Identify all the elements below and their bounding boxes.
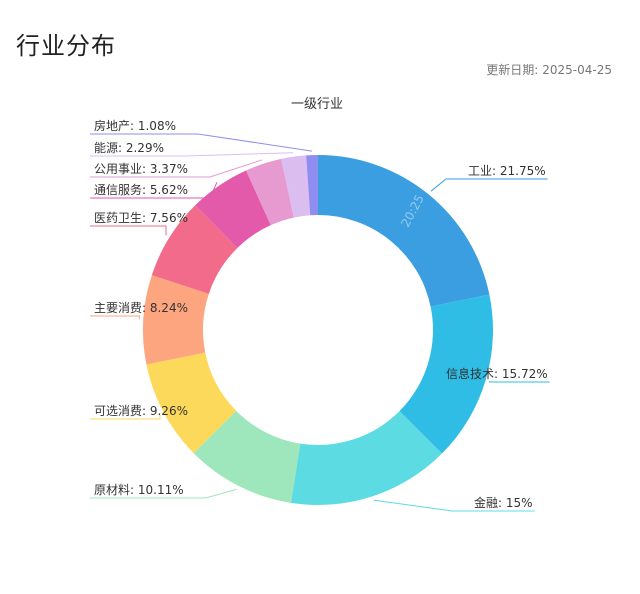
leader-line — [90, 152, 294, 157]
donut-slice[interactable] — [399, 294, 493, 454]
donut-slice[interactable] — [143, 275, 209, 365]
chart-title: 一级行业 — [291, 97, 343, 112]
slice-label: 医药卫生: 7.56% — [94, 211, 188, 225]
leader-line — [90, 315, 140, 320]
leader-line — [489, 381, 550, 383]
industry-chart: 一级行业 工业: 21.75% 信息技术: 15.72% 金融: 15% 原材料: 1… — [0, 80, 640, 594]
slice-label: 原材料: 10.11% — [94, 483, 184, 497]
slice-label: 公用事业: 3.37% — [94, 162, 188, 176]
leader-line — [90, 182, 218, 199]
leader-line — [90, 225, 167, 236]
leader-line — [373, 499, 535, 512]
slice-label: 可选消费: 9.26% — [94, 404, 188, 418]
slice-label: 能源: 2.29% — [94, 141, 164, 155]
donut-slice[interactable] — [151, 205, 238, 294]
donut-slice[interactable] — [290, 411, 442, 505]
leader-line — [90, 488, 237, 499]
slice-label: 通信服务: 5.62% — [94, 182, 188, 197]
slice-label: 信息技术: 15.72% — [446, 366, 548, 381]
donut-slice[interactable] — [146, 352, 237, 454]
update-date-label: 更新日期: — [486, 63, 539, 77]
slice-label: 房地产: 1.08% — [94, 118, 176, 133]
donut-slice[interactable] — [306, 155, 318, 216]
slice-label: 金融: 15% — [474, 495, 533, 510]
donut-slice[interactable] — [246, 158, 294, 226]
update-date: 更新日期: 2025-04-25 — [486, 61, 612, 78]
slice-label: 工业: 21.75% — [468, 164, 546, 178]
leader-line — [90, 159, 263, 178]
slice-label: 主要消费: 8.24% — [94, 301, 188, 315]
donut-slice[interactable] — [195, 170, 271, 248]
donut-slice[interactable] — [281, 155, 311, 218]
donut-chart: 一级行业 工业: 21.75% 信息技术: 15.72% 金融: 15% 原材料: 1… — [90, 97, 550, 512]
leader-line — [430, 178, 548, 192]
donut-slice[interactable] — [318, 155, 490, 307]
leader-line — [90, 414, 161, 420]
update-date-value: 2025-04-25 — [542, 63, 612, 77]
page-title: 行业分布 — [16, 32, 116, 60]
leader-line — [90, 133, 313, 152]
donut-slice[interactable] — [193, 410, 301, 503]
